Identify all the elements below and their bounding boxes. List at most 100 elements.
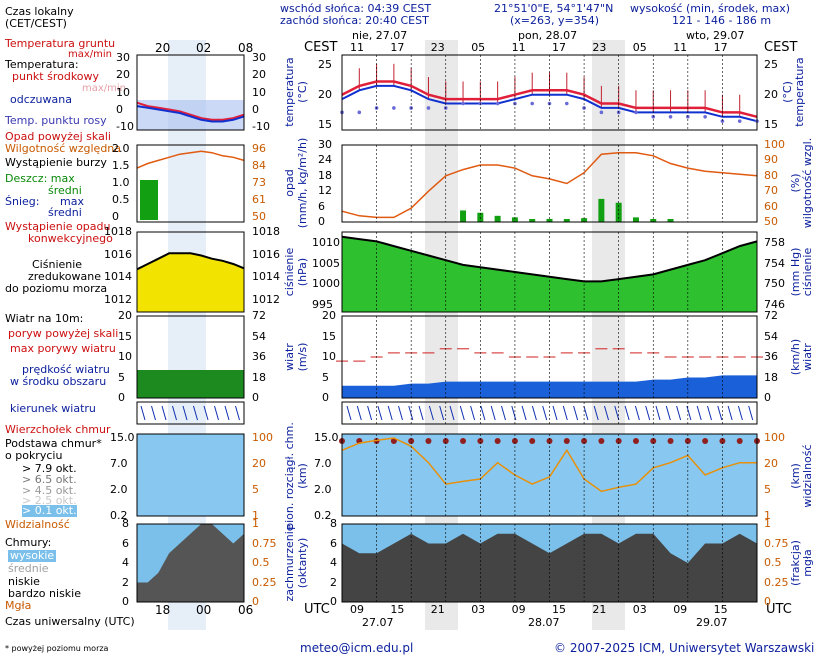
wind-direction-arrow xyxy=(686,405,692,421)
wind-direction-arrow xyxy=(542,405,548,421)
precip-tick-right: 100 xyxy=(764,138,785,151)
legend-direction-arrow xyxy=(224,405,230,421)
cloud-tick-right: 100 xyxy=(764,431,785,444)
cest-label-right: CEST xyxy=(764,40,798,55)
rain-bar xyxy=(460,210,467,222)
hour-bottom-label: 03 xyxy=(632,603,647,616)
legend-direction-arrow xyxy=(214,405,219,421)
legend-rain-mean: średni xyxy=(48,184,82,197)
legend-pressure-tick-right: 1016 xyxy=(252,247,280,261)
cloud-top-dot xyxy=(529,438,536,444)
cloud-top-dot xyxy=(581,438,588,444)
dew-point xyxy=(720,119,725,123)
coordinates-text: 21°51'0"E, 54°1'47"N xyxy=(494,2,614,15)
legend-direction-arrow xyxy=(193,405,198,421)
wind-direction-arrow xyxy=(439,405,445,421)
legend-humidity-line xyxy=(136,150,245,169)
cover-tick-right: 0.75 xyxy=(764,536,789,550)
cover-tick-right: 0.25 xyxy=(764,575,789,589)
legend-temp-tick-left: 0 xyxy=(116,102,123,116)
wind-direction-arrow xyxy=(727,405,733,421)
legend-cover-tick-left: 8 xyxy=(122,517,129,530)
rain-bar xyxy=(581,218,588,222)
legend-direction-arrow xyxy=(182,405,188,421)
legend-pressure-3: do poziomu morza xyxy=(5,282,108,295)
legend-cover-tick-right: 1 xyxy=(252,517,259,530)
legend-cover-tick-right: 0.75 xyxy=(252,536,277,550)
sunrise-text: wschód słońca: 04:39 CEST xyxy=(280,2,432,15)
wind-direction-arrow xyxy=(531,405,537,421)
legend-pressure-tick-left: 1018 xyxy=(104,225,132,238)
panel-frame-precip xyxy=(341,144,758,223)
axis-wind-right: wiatr xyxy=(801,343,814,371)
legend-direction-arrow xyxy=(151,405,156,421)
wind-tick-left: 0 xyxy=(322,391,329,404)
dew-point xyxy=(426,106,431,110)
cloud-tick-right: 5 xyxy=(764,483,771,496)
legend-temp-tick-right: 10 xyxy=(252,85,266,99)
legend-humidity: Wilgotność względna xyxy=(5,142,122,155)
wind-tick-right: 18 xyxy=(764,370,778,384)
cloud-top-dot xyxy=(460,438,467,444)
temp-tick-left: 25 xyxy=(318,58,332,71)
legend-clouds-title: Chmury: xyxy=(5,536,52,549)
panel-frame-temp xyxy=(341,54,758,131)
legend-conv: Wystąpienie opadu xyxy=(5,220,111,233)
wind-speed-fill xyxy=(342,375,757,398)
legend-clouds-high: wysokie xyxy=(8,549,57,562)
pressure-tick-left: 995 xyxy=(312,298,333,311)
legend-okt-25: > 2.5 okt. xyxy=(22,494,77,507)
footer-email[interactable]: meteo@icm.edu.pl xyxy=(300,641,414,655)
wind-direction-arrow xyxy=(737,405,743,421)
axis-cover-left: zachmurzenie xyxy=(283,524,296,602)
hour-top-label: 11 xyxy=(673,41,688,54)
legend-hour-bottom-1: 18 xyxy=(155,603,171,617)
wind-direction-arrow xyxy=(480,405,486,421)
legend-direction-arrow xyxy=(140,405,146,421)
cloud-top-dot xyxy=(667,438,674,444)
hour-top-label: 17 xyxy=(713,41,728,54)
legend-cloud-tick-right: 5 xyxy=(252,483,259,496)
grid-text: (x=263, y=354) xyxy=(510,14,600,27)
legend-frame-wind xyxy=(136,315,245,399)
legend-snow: Śnieg: xyxy=(5,195,40,208)
hour-top-label: 17 xyxy=(552,41,566,54)
legend-cover-tick-left: 4 xyxy=(122,556,129,569)
legend-frame-dir xyxy=(136,401,245,425)
legend-storm: Wystąpienie burzy xyxy=(5,156,107,169)
precip-tick-left: 24 xyxy=(318,153,332,167)
legend-pressure-2: zredukowane xyxy=(28,270,101,283)
legend-hour-top-3: 08 xyxy=(238,41,254,55)
legend-frame-press xyxy=(136,231,245,313)
legend-fog: Mgła xyxy=(5,599,32,612)
legend-wind-tick-left: 5 xyxy=(118,370,125,384)
legend-ground-maxmin: max/min xyxy=(68,49,113,60)
wind-direction-arrow xyxy=(377,405,383,421)
wind-direction-arrow xyxy=(624,405,630,421)
wind-tick-left: 5 xyxy=(322,370,329,384)
cloud-top-dot xyxy=(477,438,484,444)
legend-okt-79: > 7.9 okt. xyxy=(22,462,77,475)
cloud-top-dot xyxy=(563,438,570,444)
precip-tick-right: 90 xyxy=(764,153,778,167)
hour-bottom-label: 21 xyxy=(592,603,607,616)
wind-tick-left: 15 xyxy=(322,329,336,343)
cloud-top-dot xyxy=(736,438,743,444)
rain-bar xyxy=(650,219,657,222)
legend-pressure-tick-left: 1014 xyxy=(104,270,132,284)
day-label-3: wto, 29.07 xyxy=(686,29,745,42)
legend-pressure-tick-right: 1018 xyxy=(252,225,280,238)
legend-cloud-tick-right: 100 xyxy=(252,431,273,444)
legend-cloud-tick-left: 15.0 xyxy=(110,431,135,444)
cloud-top-dot xyxy=(702,438,709,444)
legend-utc-time: Czas uniwersalny (UTC) xyxy=(5,615,135,628)
cloud-tick-left: 2.0 xyxy=(314,483,332,496)
legend-timezone: Czas lokalny xyxy=(5,5,74,18)
legend-wind-tick-left: 0 xyxy=(118,391,125,404)
rain-bar xyxy=(667,219,674,222)
legend-cover-tick-left: 2 xyxy=(122,575,129,589)
legend-cloud-tick-left: 2.0 xyxy=(110,483,128,496)
legend-frame-temp xyxy=(136,54,245,131)
cloud-top-dot xyxy=(546,438,553,444)
precip-tick-left: 12 xyxy=(318,184,332,198)
